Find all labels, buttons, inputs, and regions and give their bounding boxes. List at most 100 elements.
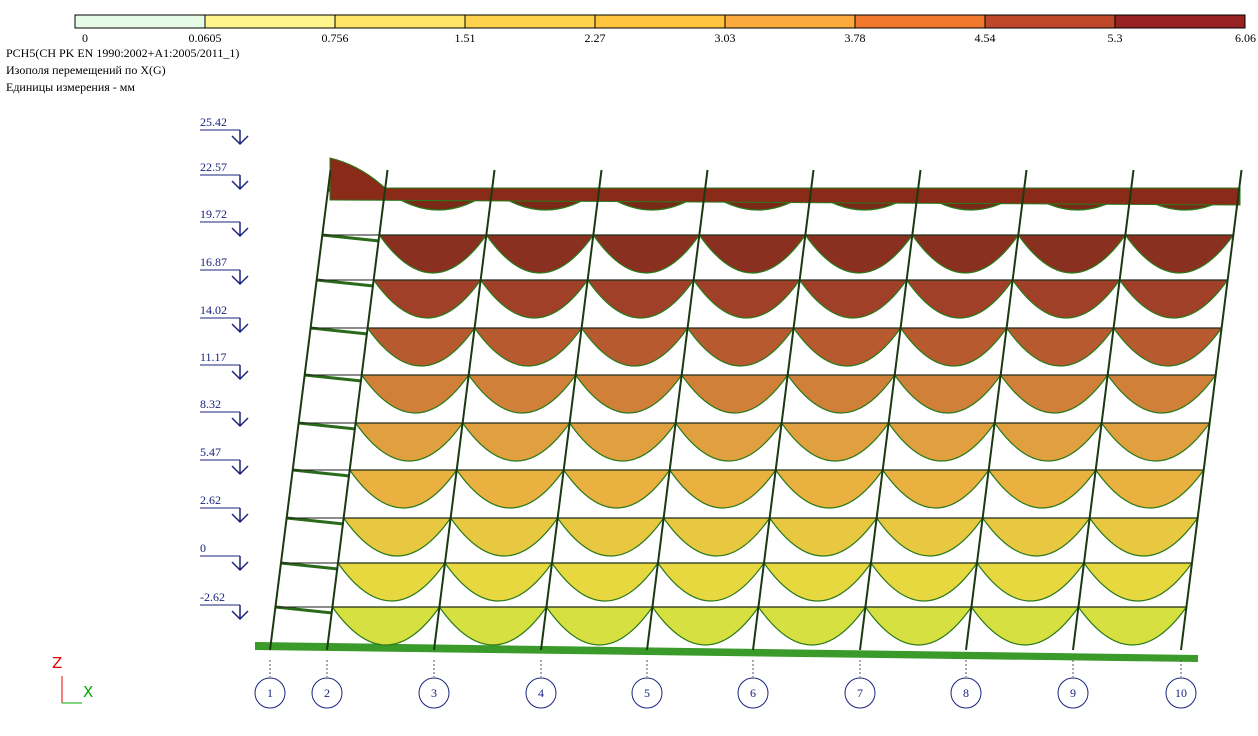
slab-deflection <box>674 422 783 462</box>
slab-deflection <box>331 606 441 646</box>
slab-deflection <box>804 234 914 274</box>
slab-deflection <box>911 234 1020 274</box>
legend-label: 0 <box>82 31 88 45</box>
legend-swatch <box>854 14 986 29</box>
slab-deflection <box>881 469 990 509</box>
slab-deflection <box>455 469 565 509</box>
legend-swatch <box>594 14 726 29</box>
level-arrow <box>231 460 249 476</box>
slab-deflection <box>774 469 884 509</box>
slab-deflection <box>680 374 789 414</box>
slab-deflection <box>556 517 665 557</box>
slab-deflection <box>651 606 760 646</box>
level-marks: 25.42 22.57 19.72 16.87 14.02 11.17 8.32 5.47 2.… <box>200 115 249 621</box>
axis-bubble <box>311 677 343 709</box>
level-arrow <box>231 508 249 524</box>
slab-deflection <box>662 517 771 557</box>
slab-deflection <box>864 606 973 646</box>
column <box>540 169 603 651</box>
slab-deflection <box>545 606 654 646</box>
axis-bubble <box>418 677 450 709</box>
slab-deflection <box>485 234 595 274</box>
axis-bubbles: 1 2 3 4 5 6 7 8 9 10 <box>254 660 1197 709</box>
axis-label: 4 <box>538 686 544 700</box>
slab-edge <box>322 233 380 243</box>
axis-label: 6 <box>750 686 756 700</box>
level-arrow <box>231 318 249 334</box>
slab-deflection <box>905 279 1014 319</box>
legend-label: 1.51 <box>455 31 476 45</box>
slab-deflection <box>999 374 1109 414</box>
slab-edge <box>310 326 368 336</box>
legend-swatch <box>724 14 856 29</box>
column <box>1180 169 1243 651</box>
level-label: 11.17 <box>200 350 227 364</box>
slab-deflection <box>366 327 476 367</box>
legend-label: 3.78 <box>845 31 866 45</box>
slab-edge <box>298 421 356 431</box>
slab-deflection <box>798 279 908 319</box>
slab-edge <box>286 516 344 526</box>
slab-edge <box>275 605 333 615</box>
axis-bubble <box>525 677 557 709</box>
slab-deflection <box>360 374 470 414</box>
axis-label: 9 <box>1070 686 1076 700</box>
slab-deflection <box>574 374 683 414</box>
axis-bubble <box>631 677 663 709</box>
column <box>859 169 922 651</box>
slab-deflection <box>1112 327 1223 367</box>
color-legend: 0 0.0605 0.756 1.51 2.27 3.03 3.78 4.54 5.3 6.06 <box>74 14 1256 45</box>
level-arrow <box>231 556 249 572</box>
legend-label: 2.27 <box>585 31 606 45</box>
level-label: 5.47 <box>200 445 221 459</box>
slab-deflection <box>1011 279 1121 319</box>
header-line: Единицы измерения - мм <box>6 80 135 94</box>
axis-bubble <box>950 677 982 709</box>
level-label: 19.72 <box>200 207 227 221</box>
slab-deflection <box>698 234 807 274</box>
slab-edge <box>304 373 362 383</box>
axis-label: 7 <box>857 686 863 700</box>
slab-deflection <box>461 422 571 462</box>
slab-deflection <box>568 422 677 462</box>
slab-deflection <box>1094 469 1205 509</box>
slab-deflection <box>354 422 464 462</box>
header-line: PCH5(CH PK EN 1990:2002+A1:2005/2011_1) <box>6 46 239 60</box>
axis-label: 3 <box>431 686 437 700</box>
level-label: 25.42 <box>200 115 227 129</box>
slab-deflection <box>438 606 548 646</box>
legend-swatch <box>74 14 206 29</box>
level-label: 22.57 <box>200 160 227 174</box>
level-arrow <box>231 270 249 286</box>
slab-deflection <box>336 562 447 602</box>
level-label: -2.62 <box>200 590 225 604</box>
legend-label: 5.3 <box>1108 31 1123 45</box>
slab-deflection <box>1100 422 1211 462</box>
x-label: X <box>83 683 93 701</box>
axis-label: 8 <box>963 686 969 700</box>
slab-deflection <box>1005 327 1115 367</box>
slab-deflection <box>668 469 777 509</box>
slab-deflection <box>686 327 795 367</box>
slab-deflection <box>987 469 1097 509</box>
slab-deflection <box>780 422 890 462</box>
axis-bubble <box>737 677 769 709</box>
level-arrow <box>231 130 249 146</box>
slab-deflection <box>786 374 896 414</box>
column <box>965 169 1028 651</box>
slab-edge <box>316 278 374 288</box>
legend-swatch <box>984 14 1116 29</box>
slab-deflection <box>580 327 689 367</box>
slab-deflection <box>443 562 554 602</box>
slab-deflection <box>893 374 1002 414</box>
column <box>1072 169 1135 651</box>
slab-deflection <box>467 374 577 414</box>
slab-deflection <box>1088 517 1199 557</box>
level-label: 8.32 <box>200 397 221 411</box>
slab-deflection <box>1082 562 1194 602</box>
level-label: 0 <box>200 541 206 555</box>
slab-deflection <box>586 279 695 319</box>
column <box>752 169 815 651</box>
column <box>646 169 709 651</box>
level-label: 16.87 <box>200 255 227 269</box>
